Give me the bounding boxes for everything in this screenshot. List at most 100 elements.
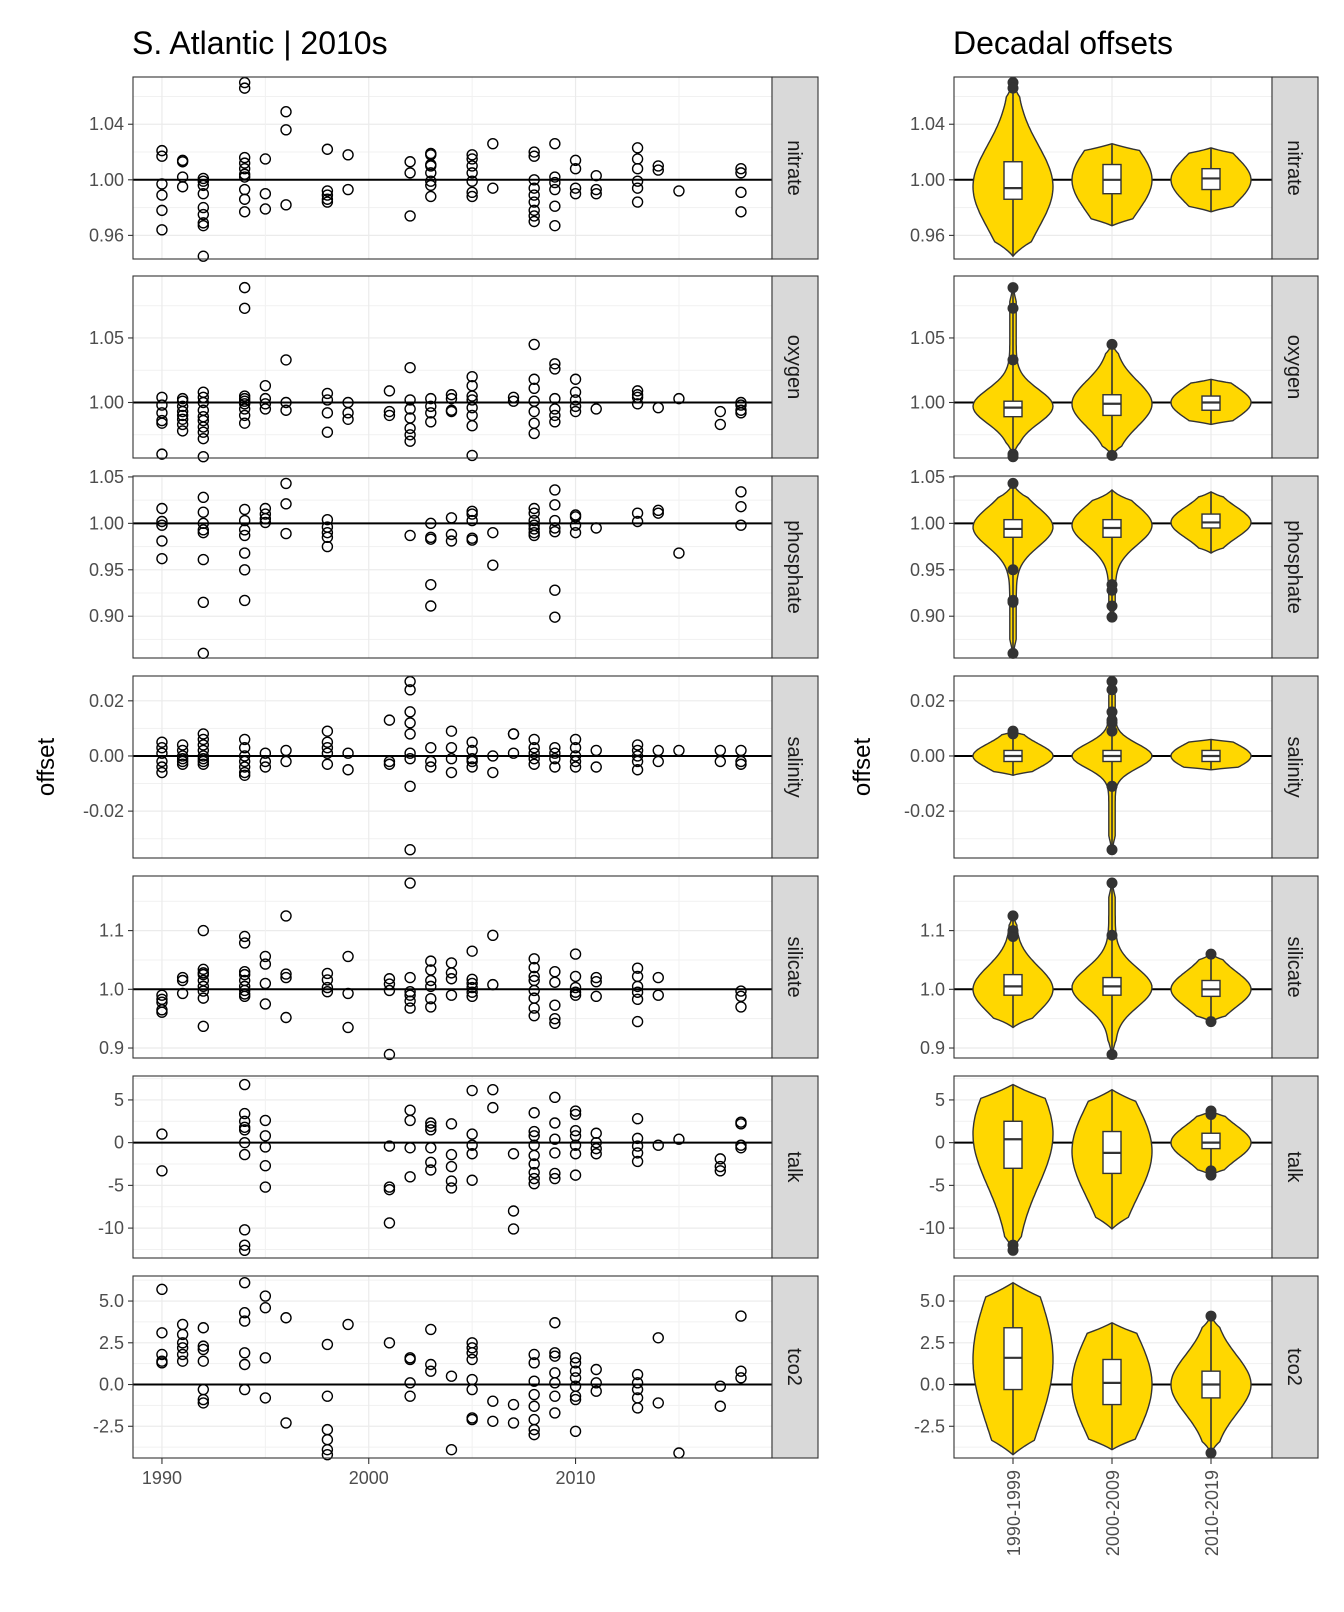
scatter-point <box>238 755 251 768</box>
scatter-point <box>156 535 168 547</box>
scatter-y-tick-label: 0.9 <box>99 1038 124 1058</box>
scatter-point <box>569 154 582 167</box>
scatter-point <box>425 1117 437 1129</box>
scatter-point <box>238 1239 251 1251</box>
scatter-panel-bg <box>133 876 772 1058</box>
scatter-point <box>404 728 416 740</box>
scatter-point <box>176 753 189 765</box>
violin-group-2000-2009 <box>1071 142 1153 227</box>
scatter-point <box>735 1372 747 1384</box>
scatter-point <box>425 1120 437 1133</box>
scatter-point <box>404 422 416 435</box>
scatter-strip-label-salinity: salinity <box>783 736 805 797</box>
scatter-point <box>321 1448 334 1461</box>
scatter-point <box>383 978 396 990</box>
scatter-point <box>342 987 354 1000</box>
scatter-point <box>528 146 540 158</box>
scatter-y-tick-label: -10 <box>98 1218 124 1238</box>
scatter-point <box>176 758 189 770</box>
scatter-point <box>280 199 292 211</box>
scatter-point <box>466 755 478 768</box>
scatter-y-tick-label: 0.02 <box>89 691 124 711</box>
scatter-point <box>404 210 416 222</box>
scatter-point <box>569 1372 582 1384</box>
scatter-point <box>466 160 478 172</box>
violin-group-2000-2009 <box>1071 1088 1153 1230</box>
scatter-point <box>528 405 540 418</box>
scatter-point <box>466 1413 478 1426</box>
scatter-point <box>176 405 189 418</box>
scatter-point <box>238 1276 251 1289</box>
scatter-point <box>321 981 334 994</box>
scatter-strip-label-silicate: silicate <box>783 936 805 997</box>
scatter-point <box>197 755 210 768</box>
scatter-point <box>197 758 210 770</box>
scatter-point <box>466 186 478 199</box>
scatter-point <box>652 1139 664 1151</box>
scatter-point <box>425 1124 437 1136</box>
scatter-point <box>652 504 664 517</box>
scatter-point <box>652 755 664 768</box>
scatter-point <box>238 529 251 542</box>
scatter-point <box>197 553 210 566</box>
violin-strip-oxygen <box>1271 275 1319 459</box>
violin-y-tick-label: 0.90 <box>910 606 945 626</box>
violin-strip-talk <box>1271 1075 1319 1259</box>
scatter-point <box>631 986 644 998</box>
scatter-point <box>238 1224 251 1236</box>
scatter-point <box>528 196 540 208</box>
scatter-point <box>321 531 334 543</box>
boxplot-outlier <box>1007 354 1019 366</box>
scatter-y-tick-label: 0.0 <box>99 1375 124 1395</box>
scatter-point <box>735 1118 747 1130</box>
scatter-point <box>714 1380 727 1392</box>
scatter-panel-salinity: -0.02 0.00 0.02 salinity <box>83 675 819 859</box>
scatter-point <box>259 516 272 529</box>
scatter-point <box>714 418 727 431</box>
scatter-y-tick-label: 0 <box>114 1133 124 1153</box>
scatter-point <box>714 405 727 418</box>
scatter-point <box>425 175 437 187</box>
scatter-point <box>528 1002 540 1014</box>
scatter-point <box>528 502 540 515</box>
scatter-point <box>466 153 478 165</box>
scatter-point <box>590 1142 602 1155</box>
violin-group-1990-1999 <box>972 477 1054 659</box>
scatter-point <box>176 400 189 413</box>
scatter-point <box>445 741 458 754</box>
scatter-point <box>197 739 210 751</box>
scatter-point <box>259 398 272 410</box>
scatter-point <box>259 1160 272 1172</box>
violin-panel-tco2: -2.5 0.0 2.5 5.0 tco2 1990-1999 2000-2009 2010-… <box>914 1275 1319 1556</box>
right-chart-title: Decadal offsets <box>953 25 1173 61</box>
scatter-point <box>321 196 334 208</box>
violin-y-tick-label: 1.05 <box>910 328 945 348</box>
scatter-point <box>466 508 478 520</box>
scatter-point <box>238 162 251 175</box>
scatter-point <box>342 413 354 425</box>
scatter-point <box>197 414 210 427</box>
scatter-point <box>445 725 458 737</box>
scatter-point <box>590 744 602 757</box>
scatter-y-tick-label: 1.04 <box>89 114 124 134</box>
scatter-point <box>321 526 334 539</box>
scatter-point <box>445 405 458 418</box>
scatter-point <box>631 1113 644 1125</box>
violin-group-2010-2019 <box>1170 378 1252 426</box>
boxplot-box <box>1003 1120 1023 1169</box>
scatter-point <box>528 210 540 222</box>
scatter-point <box>569 989 582 1001</box>
scatter-point <box>404 717 416 729</box>
scatter-point <box>280 744 292 757</box>
scatter-strip-silicate <box>771 875 819 1059</box>
scatter-point <box>238 151 251 164</box>
scatter-point <box>321 185 334 197</box>
scatter-point <box>238 984 251 997</box>
scatter-point <box>342 407 354 419</box>
scatter-point <box>487 559 499 571</box>
scatter-point <box>280 968 292 980</box>
scatter-strip-label-phosphate: phosphate <box>783 520 805 613</box>
scatter-point <box>569 1169 582 1181</box>
scatter-y-tick-label: -5 <box>108 1175 124 1195</box>
